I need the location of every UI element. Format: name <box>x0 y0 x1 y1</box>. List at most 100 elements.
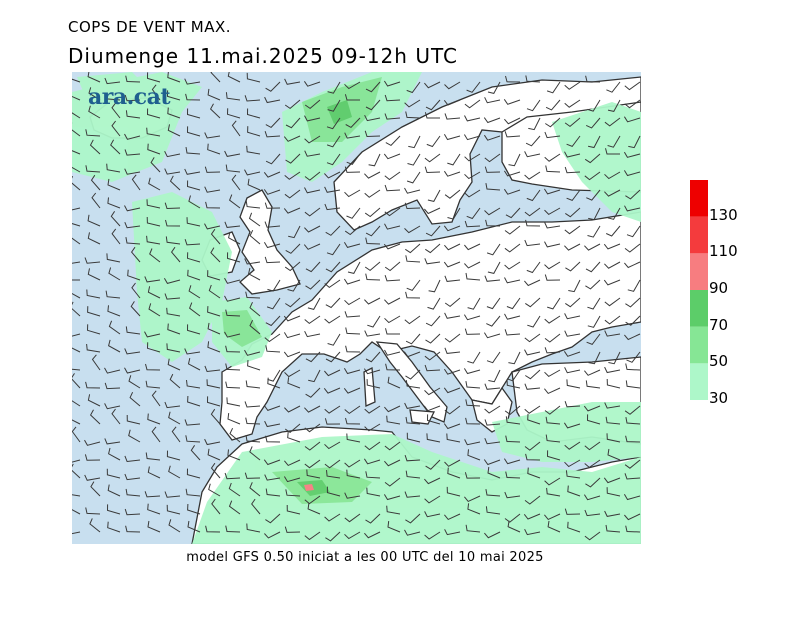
wind-barb <box>167 358 181 371</box>
wind-barb <box>625 380 641 389</box>
gust-zone-peak-north <box>327 100 352 124</box>
wind-barb <box>624 333 641 341</box>
wind-barb <box>263 171 281 178</box>
wind-barb <box>185 93 201 101</box>
wind-barb <box>624 99 641 109</box>
wind-barb <box>386 415 401 425</box>
wind-barb <box>564 243 581 251</box>
wind-barb <box>264 474 281 481</box>
wind-barb <box>424 207 441 215</box>
wind-barb <box>444 243 461 251</box>
wind-barb <box>85 507 101 515</box>
wind-barb <box>147 520 161 533</box>
wind-barb <box>485 506 501 515</box>
wind-barb <box>588 351 601 365</box>
wind-barb <box>87 232 101 245</box>
wind-barb <box>263 242 281 249</box>
wind-barb <box>344 492 361 499</box>
wind-barb <box>364 171 381 179</box>
wind-barb <box>324 203 341 211</box>
wind-barb <box>246 108 261 119</box>
wind-barb <box>385 135 401 147</box>
wind-barb <box>87 268 101 281</box>
wind-barb <box>383 494 401 501</box>
wind-barb <box>586 189 601 201</box>
wind-barb <box>364 405 381 414</box>
wind-barb <box>464 171 481 180</box>
map-canvas <box>72 72 641 544</box>
wind-barb <box>546 81 561 94</box>
wind-barb <box>303 243 321 250</box>
wind-barb <box>524 333 541 343</box>
wind-barb <box>504 277 521 284</box>
wind-barb <box>225 164 241 173</box>
wind-barb <box>505 435 521 443</box>
wind-barb <box>363 458 381 465</box>
wind-barb <box>568 279 581 293</box>
wind-barb <box>263 189 281 195</box>
wind-barb <box>404 491 421 498</box>
wind-barb <box>405 255 421 263</box>
wind-barb <box>263 459 281 466</box>
wind-barb <box>146 199 161 209</box>
wind-barb <box>170 246 181 263</box>
wind-barb <box>343 387 361 394</box>
wind-barb <box>383 243 401 250</box>
wind-barb <box>264 96 281 104</box>
wind-barb <box>487 261 501 274</box>
wind-barb <box>384 261 401 272</box>
wind-barb <box>544 222 561 229</box>
wind-barb <box>125 326 141 335</box>
wind-barb <box>167 107 181 119</box>
wind-barb <box>188 302 201 317</box>
wind-barb <box>585 477 601 488</box>
wind-barb <box>564 151 581 158</box>
wind-barb <box>364 114 381 122</box>
wind-barb <box>364 261 381 272</box>
wind-barb <box>147 503 161 515</box>
wind-barb <box>327 81 341 94</box>
wind-barb <box>525 453 541 461</box>
wind-barb <box>384 477 401 487</box>
wind-barb <box>544 387 561 395</box>
wind-barb <box>566 189 581 202</box>
wind-barb <box>483 117 501 124</box>
wind-barb <box>364 189 381 198</box>
wind-barb <box>284 261 301 272</box>
wind-barb <box>463 134 481 141</box>
wind-barb <box>111 120 121 137</box>
wind-barb <box>126 414 141 425</box>
wind-barb <box>566 135 581 148</box>
wind-barb <box>446 433 461 443</box>
wind-barb <box>248 212 261 227</box>
wind-barb <box>423 405 441 412</box>
wind-barb <box>106 468 121 479</box>
wind-barb <box>304 115 321 122</box>
wind-barb <box>204 166 221 173</box>
wind-barb <box>72 95 81 101</box>
wind-barb <box>247 126 261 137</box>
wind-barb <box>307 297 321 310</box>
wind-barb <box>324 441 341 450</box>
wind-barb <box>444 312 461 319</box>
wind-barb <box>583 405 601 412</box>
wind-barb <box>425 243 441 254</box>
wind-barb <box>503 188 521 195</box>
wind-barb <box>72 419 81 425</box>
wind-barb <box>404 529 421 536</box>
wind-barb <box>586 333 601 346</box>
wind-barb <box>229 427 241 443</box>
wind-barb <box>89 139 101 155</box>
wind-barb <box>464 99 481 109</box>
wind-barb <box>88 87 101 101</box>
wind-barb <box>346 433 361 443</box>
wind-barb <box>326 470 341 479</box>
wind-barb <box>324 418 341 425</box>
legend-label-70: 70 <box>709 315 729 334</box>
wind-barb <box>185 435 201 443</box>
wind-barb <box>364 531 381 539</box>
wind-barb <box>305 279 321 290</box>
wind-barb <box>626 351 641 363</box>
wind-barb <box>249 229 261 245</box>
wind-barb <box>547 520 561 533</box>
